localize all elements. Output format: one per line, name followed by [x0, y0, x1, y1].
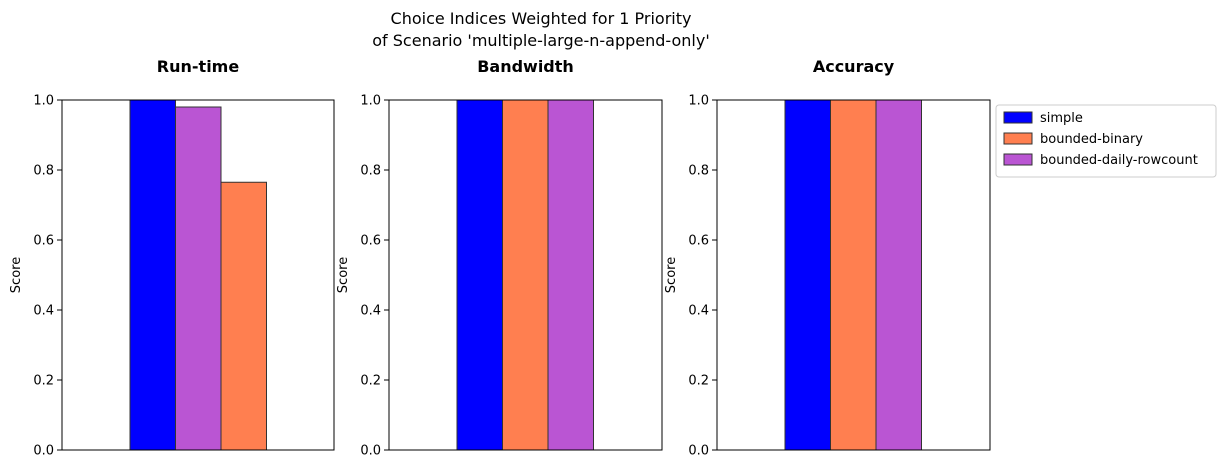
- axes-frame-bandwidth: [388, 99, 663, 451]
- bar-accuracy-bounded-daily-rowcount: [875, 99, 922, 451]
- axes-frame-accuracy: [716, 99, 991, 451]
- legend-frame: [995, 104, 1217, 178]
- y-tick-label: 0.8: [33, 164, 54, 179]
- legend-swatch-bounded-daily-rowcount: [1003, 153, 1033, 166]
- y-tick-label: 0.4: [688, 304, 709, 319]
- y-axis-label-run-time: Score: [9, 257, 24, 293]
- y-tick-label: 0.6: [360, 234, 381, 249]
- panel-title-bandwidth: Bandwidth: [477, 57, 574, 76]
- legend: simple bounded-binary bounded-daily-rowc…: [995, 104, 1217, 178]
- y-tick-label: 0.4: [33, 304, 54, 319]
- bar-accuracy-simple: [784, 99, 831, 451]
- y-tick-label: 0.2: [33, 374, 54, 389]
- figure-title-line1: Choice Indices Weighted for 1 Priority: [391, 9, 692, 28]
- axes-frame-run-time: [61, 99, 335, 451]
- y-tick-label: 0.0: [688, 444, 709, 459]
- bar-run-time-simple: [129, 99, 176, 451]
- panel-accuracy: Accuracy Score 0.0 0.2 0.4 0.6 0.8 1.0: [664, 57, 991, 459]
- y-tick-label: 0.2: [360, 374, 381, 389]
- legend-swatch-bounded-binary: [1003, 132, 1033, 145]
- bar-accuracy-bounded-binary: [830, 99, 877, 451]
- y-tick-label: 0.0: [33, 444, 54, 459]
- panel-bandwidth: Bandwidth Score 0.0 0.2 0.4 0.6 0.8 1.0: [336, 57, 663, 459]
- y-tick-label: 0.6: [33, 234, 54, 249]
- y-tick-label: 1.0: [360, 94, 381, 109]
- legend-label-simple: simple: [1040, 111, 1083, 126]
- bar-bandwidth-bounded-daily-rowcount: [547, 99, 594, 451]
- chart-panels: Run-timeScore0.00.20.40.60.81.0Bandwidth…: [9, 57, 991, 459]
- bar-run-time-bounded-daily-rowcount: [175, 106, 222, 451]
- bar-bandwidth-bounded-binary: [502, 99, 549, 451]
- legend-label-bounded-binary: bounded-binary: [1040, 132, 1143, 147]
- legend-label-bounded-daily-rowcount: bounded-daily-rowcount: [1040, 153, 1198, 168]
- y-tick-label: 0.6: [688, 234, 709, 249]
- y-tick-label: 0.4: [360, 304, 381, 319]
- y-tick-label: 1.0: [688, 94, 709, 109]
- bar-run-time-bounded-binary: [220, 181, 267, 451]
- y-tick-label: 0.8: [688, 164, 709, 179]
- panel-title-accuracy: Accuracy: [813, 57, 895, 76]
- y-axis-label-bandwidth: Score: [336, 257, 351, 293]
- y-tick-label: 0.8: [360, 164, 381, 179]
- y-tick-label: 0.0: [360, 444, 381, 459]
- y-tick-label: 0.2: [688, 374, 709, 389]
- bar-bandwidth-simple: [456, 99, 503, 451]
- legend-swatch-simple: [1003, 111, 1033, 124]
- y-tick-label: 1.0: [33, 94, 54, 109]
- panel-run-time: Run-time Score 0.0 0.2 0.4 0.6 0.8 1.0: [9, 57, 335, 459]
- figure-title-line2: of Scenario 'multiple-large-n-append-onl…: [372, 31, 709, 50]
- y-axis-label-accuracy: Score: [664, 257, 679, 293]
- panel-title-run-time: Run-time: [157, 57, 240, 76]
